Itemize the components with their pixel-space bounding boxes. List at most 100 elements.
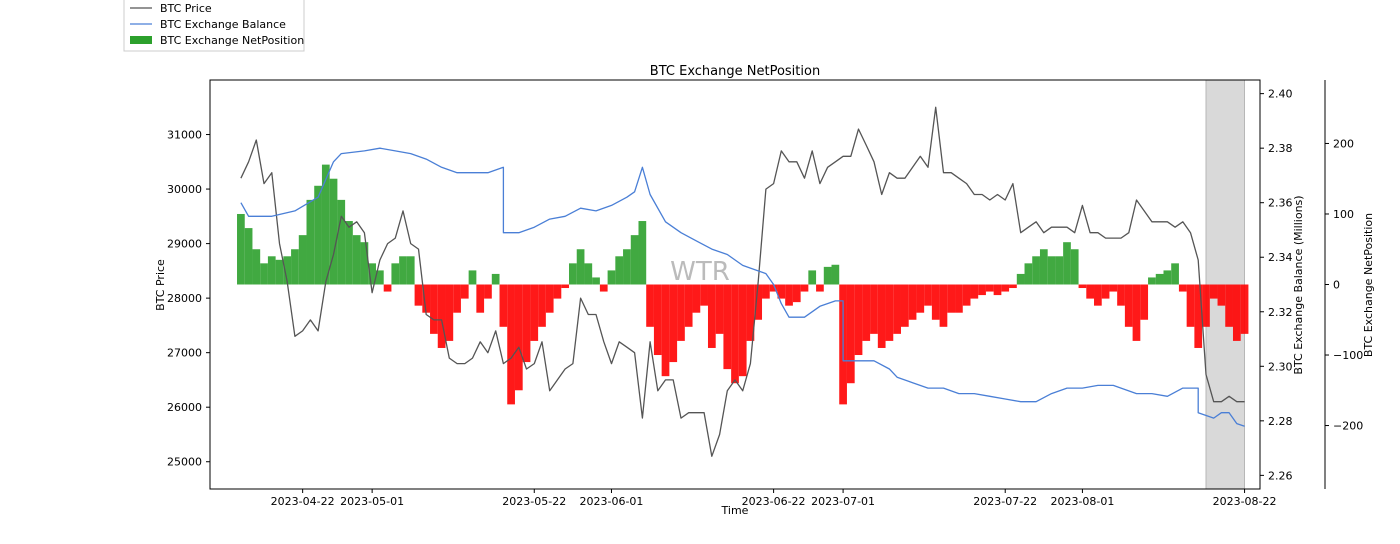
legend-netposition-patch [130, 36, 152, 44]
netposition-bar [1124, 284, 1133, 327]
netposition-bar [985, 284, 994, 292]
netposition-bar [854, 284, 863, 356]
netposition-bar [422, 284, 431, 313]
netposition-bar [1117, 284, 1125, 306]
netposition-bar [1078, 284, 1087, 289]
netposition-bar [823, 266, 832, 285]
netposition-bar [237, 213, 245, 285]
balance-tick-label: 2.38 [1268, 142, 1293, 155]
netposition-bar [599, 284, 608, 292]
price-axis: 25000 26000 27000 28000 29000 30000 31000 [167, 129, 210, 469]
netposition-bar [1055, 256, 1064, 285]
x-axis: 2023-04-22 2023-05-01 2023-05-22 2023-06-01… [271, 489, 1277, 508]
price-tick-label: 30000 [167, 183, 202, 196]
netposition-bar [900, 284, 909, 327]
netposition-bar [715, 284, 724, 334]
netposition-bar [267, 256, 276, 285]
netposition-bar [345, 221, 353, 285]
netposition-bar [399, 256, 407, 285]
x-tick-label: 2023-05-01 [340, 495, 404, 508]
netposition-tick-label: 100 [1333, 208, 1354, 221]
netposition-bar [777, 284, 786, 299]
netposition-bar [762, 284, 770, 299]
netposition-bar [491, 273, 500, 285]
netposition-bar [430, 284, 438, 334]
legend: BTC Price BTC Exchange Balance BTC Excha… [123, 0, 305, 52]
netposition-bar [445, 284, 454, 341]
netposition-bar [283, 256, 292, 285]
netposition-tick-label: 200 [1333, 137, 1354, 150]
netposition-bar [584, 263, 593, 285]
netposition-bar [931, 284, 940, 320]
netposition-bar [831, 264, 840, 285]
netposition-bar [522, 284, 531, 363]
netposition-bar [908, 284, 917, 320]
price-tick-label: 25000 [167, 456, 202, 469]
netposition-bar [406, 256, 415, 285]
balance-tick-label: 2.28 [1268, 415, 1293, 428]
netposition-bar [1232, 284, 1241, 341]
balance-line [240, 147, 1245, 427]
netposition-bar [576, 249, 585, 285]
netposition-bar [507, 284, 515, 405]
netposition-bar [514, 284, 523, 391]
netposition-bar [846, 284, 855, 384]
netposition-bar [1155, 273, 1164, 285]
netposition-bar [1063, 242, 1071, 285]
netposition-tick-label: 0 [1333, 279, 1340, 292]
netposition-bar [460, 284, 469, 299]
plot-frame [209, 79, 1261, 490]
balance-tick-label: 2.26 [1268, 469, 1293, 482]
netposition-tick-label: −100 [1333, 349, 1363, 362]
netposition-bar [329, 178, 338, 285]
netposition-bar [499, 284, 508, 327]
netposition-bar [1101, 284, 1110, 299]
netposition-bar [592, 277, 600, 285]
netposition-bar [484, 284, 492, 299]
netposition-bar [684, 284, 693, 327]
netposition-bar [723, 284, 732, 370]
netposition-bar [1240, 284, 1249, 334]
netposition-bar [375, 270, 384, 285]
netposition-bar [569, 263, 577, 285]
x-tick-label: 2023-04-22 [271, 495, 335, 508]
netposition-axis-label: BTC Exchange NetPosition [1362, 213, 1375, 357]
balance-tick-label: 2.40 [1268, 88, 1293, 101]
x-tick-label: 2023-07-01 [811, 495, 875, 508]
netposition-bar [1140, 284, 1149, 320]
balance-tick-label: 2.30 [1268, 360, 1293, 373]
netposition-bar [306, 199, 315, 285]
netposition-bar [414, 284, 423, 306]
netposition-bar [607, 270, 616, 285]
netposition-bar [769, 284, 778, 292]
netposition-bar [368, 263, 376, 285]
netposition-bar [669, 284, 678, 363]
x-tick-label: 2023-08-01 [1050, 495, 1114, 508]
balance-tick-label: 2.36 [1268, 197, 1293, 210]
netposition-bar [808, 270, 817, 285]
balance-tick-label: 2.32 [1268, 306, 1293, 319]
balance-axis: 2.26 2.28 2.30 2.32 2.34 2.36 2.38 2.40 [1260, 88, 1293, 482]
netposition-bar [955, 284, 963, 313]
netposition-bar [561, 284, 570, 289]
netposition-bars [237, 164, 1249, 405]
netposition-bar [700, 284, 708, 306]
netposition-axis: −200 −100 0 100 200 [1325, 137, 1363, 433]
netposition-bar [1070, 249, 1079, 285]
price-tick-label: 27000 [167, 347, 202, 360]
netposition-bar [893, 284, 901, 334]
x-tick-label: 2023-05-22 [502, 495, 566, 508]
netposition-bar [646, 284, 654, 327]
netposition-bar [970, 284, 979, 299]
netposition-bar [530, 284, 539, 341]
netposition-bar [939, 284, 948, 327]
x-axis-label: Time [721, 504, 749, 517]
netposition-bar [1109, 284, 1118, 292]
x-tick-label: 2023-07-22 [973, 495, 1037, 508]
netposition-bar [870, 284, 878, 334]
netposition-bar [862, 284, 871, 341]
netposition-bar [916, 284, 925, 313]
price-series [240, 106, 1245, 457]
netposition-bar [553, 284, 562, 299]
